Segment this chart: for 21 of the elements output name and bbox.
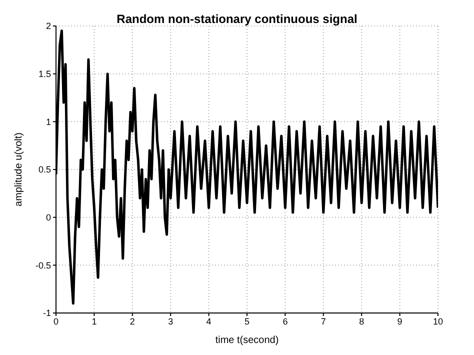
x-tick-label: 10 — [432, 316, 444, 326]
chart-title: Random non-stationary continuous signal — [116, 12, 358, 26]
y-tick-label: 1.5 — [38, 69, 51, 80]
y-tick-label: 2 — [46, 21, 51, 32]
y-tick-label: -0.5 — [35, 260, 51, 270]
x-tick-label: 7 — [320, 316, 326, 326]
y-axis-title: amplitude u(volt) — [14, 132, 25, 206]
x-tick-label: 9 — [397, 316, 402, 326]
y-tick-label: 0 — [46, 212, 51, 223]
x-tick-label: 5 — [244, 316, 250, 326]
x-axis-title: time t(second) — [215, 335, 279, 346]
x-tick-label: 1 — [92, 316, 97, 326]
y-tick-label: 1 — [46, 116, 51, 127]
y-tick-label: 0.5 — [38, 164, 51, 175]
x-tick-label: 6 — [282, 316, 288, 326]
x-tick-label: 4 — [206, 316, 212, 326]
x-tick-label: 0 — [53, 316, 59, 326]
x-tick-label: 2 — [130, 316, 135, 326]
x-tick-label: 8 — [359, 316, 364, 326]
y-tick-label: -1 — [42, 308, 51, 318]
x-tick-label: 3 — [168, 316, 174, 326]
